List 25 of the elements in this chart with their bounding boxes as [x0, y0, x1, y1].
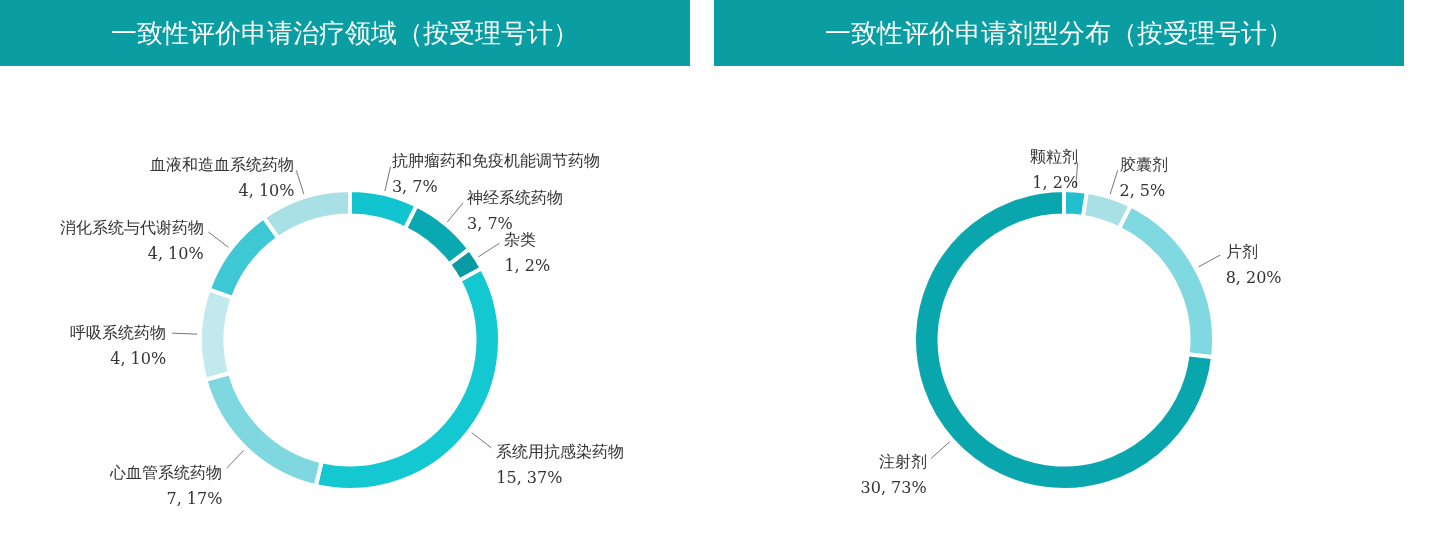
- slice-label: 心血管系统药物: [109, 462, 223, 482]
- chart-title: 一致性评价申请治疗领域（按受理号计）: [111, 18, 579, 48]
- data-label: 3, 7%: [391, 176, 438, 196]
- data-label: 1, 2%: [504, 255, 551, 275]
- slice-label: 神经系统药物: [467, 188, 564, 208]
- data-label: 8, 20%: [1225, 268, 1282, 288]
- data-label: 4, 10%: [110, 348, 167, 368]
- slice-label: 杂类: [504, 229, 537, 249]
- slice-label: 颗粒剂: [1030, 146, 1079, 166]
- data-label: 1, 2%: [1032, 172, 1079, 192]
- slice-label: 胶囊剂: [1119, 154, 1168, 174]
- slice-label: 注射剂: [878, 452, 927, 472]
- slice-label: 呼吸系统药物: [70, 322, 167, 342]
- data-label: 4, 10%: [147, 244, 204, 264]
- slice-label: 抗肿瘤药和免疫机能调节药物: [391, 150, 600, 170]
- slice-label: 消化系统与代谢药物: [59, 218, 204, 238]
- data-label: 15, 37%: [496, 467, 563, 487]
- data-label: 2, 5%: [1119, 180, 1166, 200]
- slice-label: 片剂: [1225, 242, 1258, 262]
- chart-title: 一致性评价申请剂型分布（按受理号计）: [825, 18, 1293, 48]
- slice-label: 血液和造血系统药物: [150, 154, 295, 174]
- data-label: 4, 10%: [238, 180, 295, 200]
- data-label: 7, 17%: [166, 488, 223, 508]
- slice-label: 系统用抗感染药物: [496, 441, 625, 461]
- data-label: 30, 73%: [860, 478, 927, 498]
